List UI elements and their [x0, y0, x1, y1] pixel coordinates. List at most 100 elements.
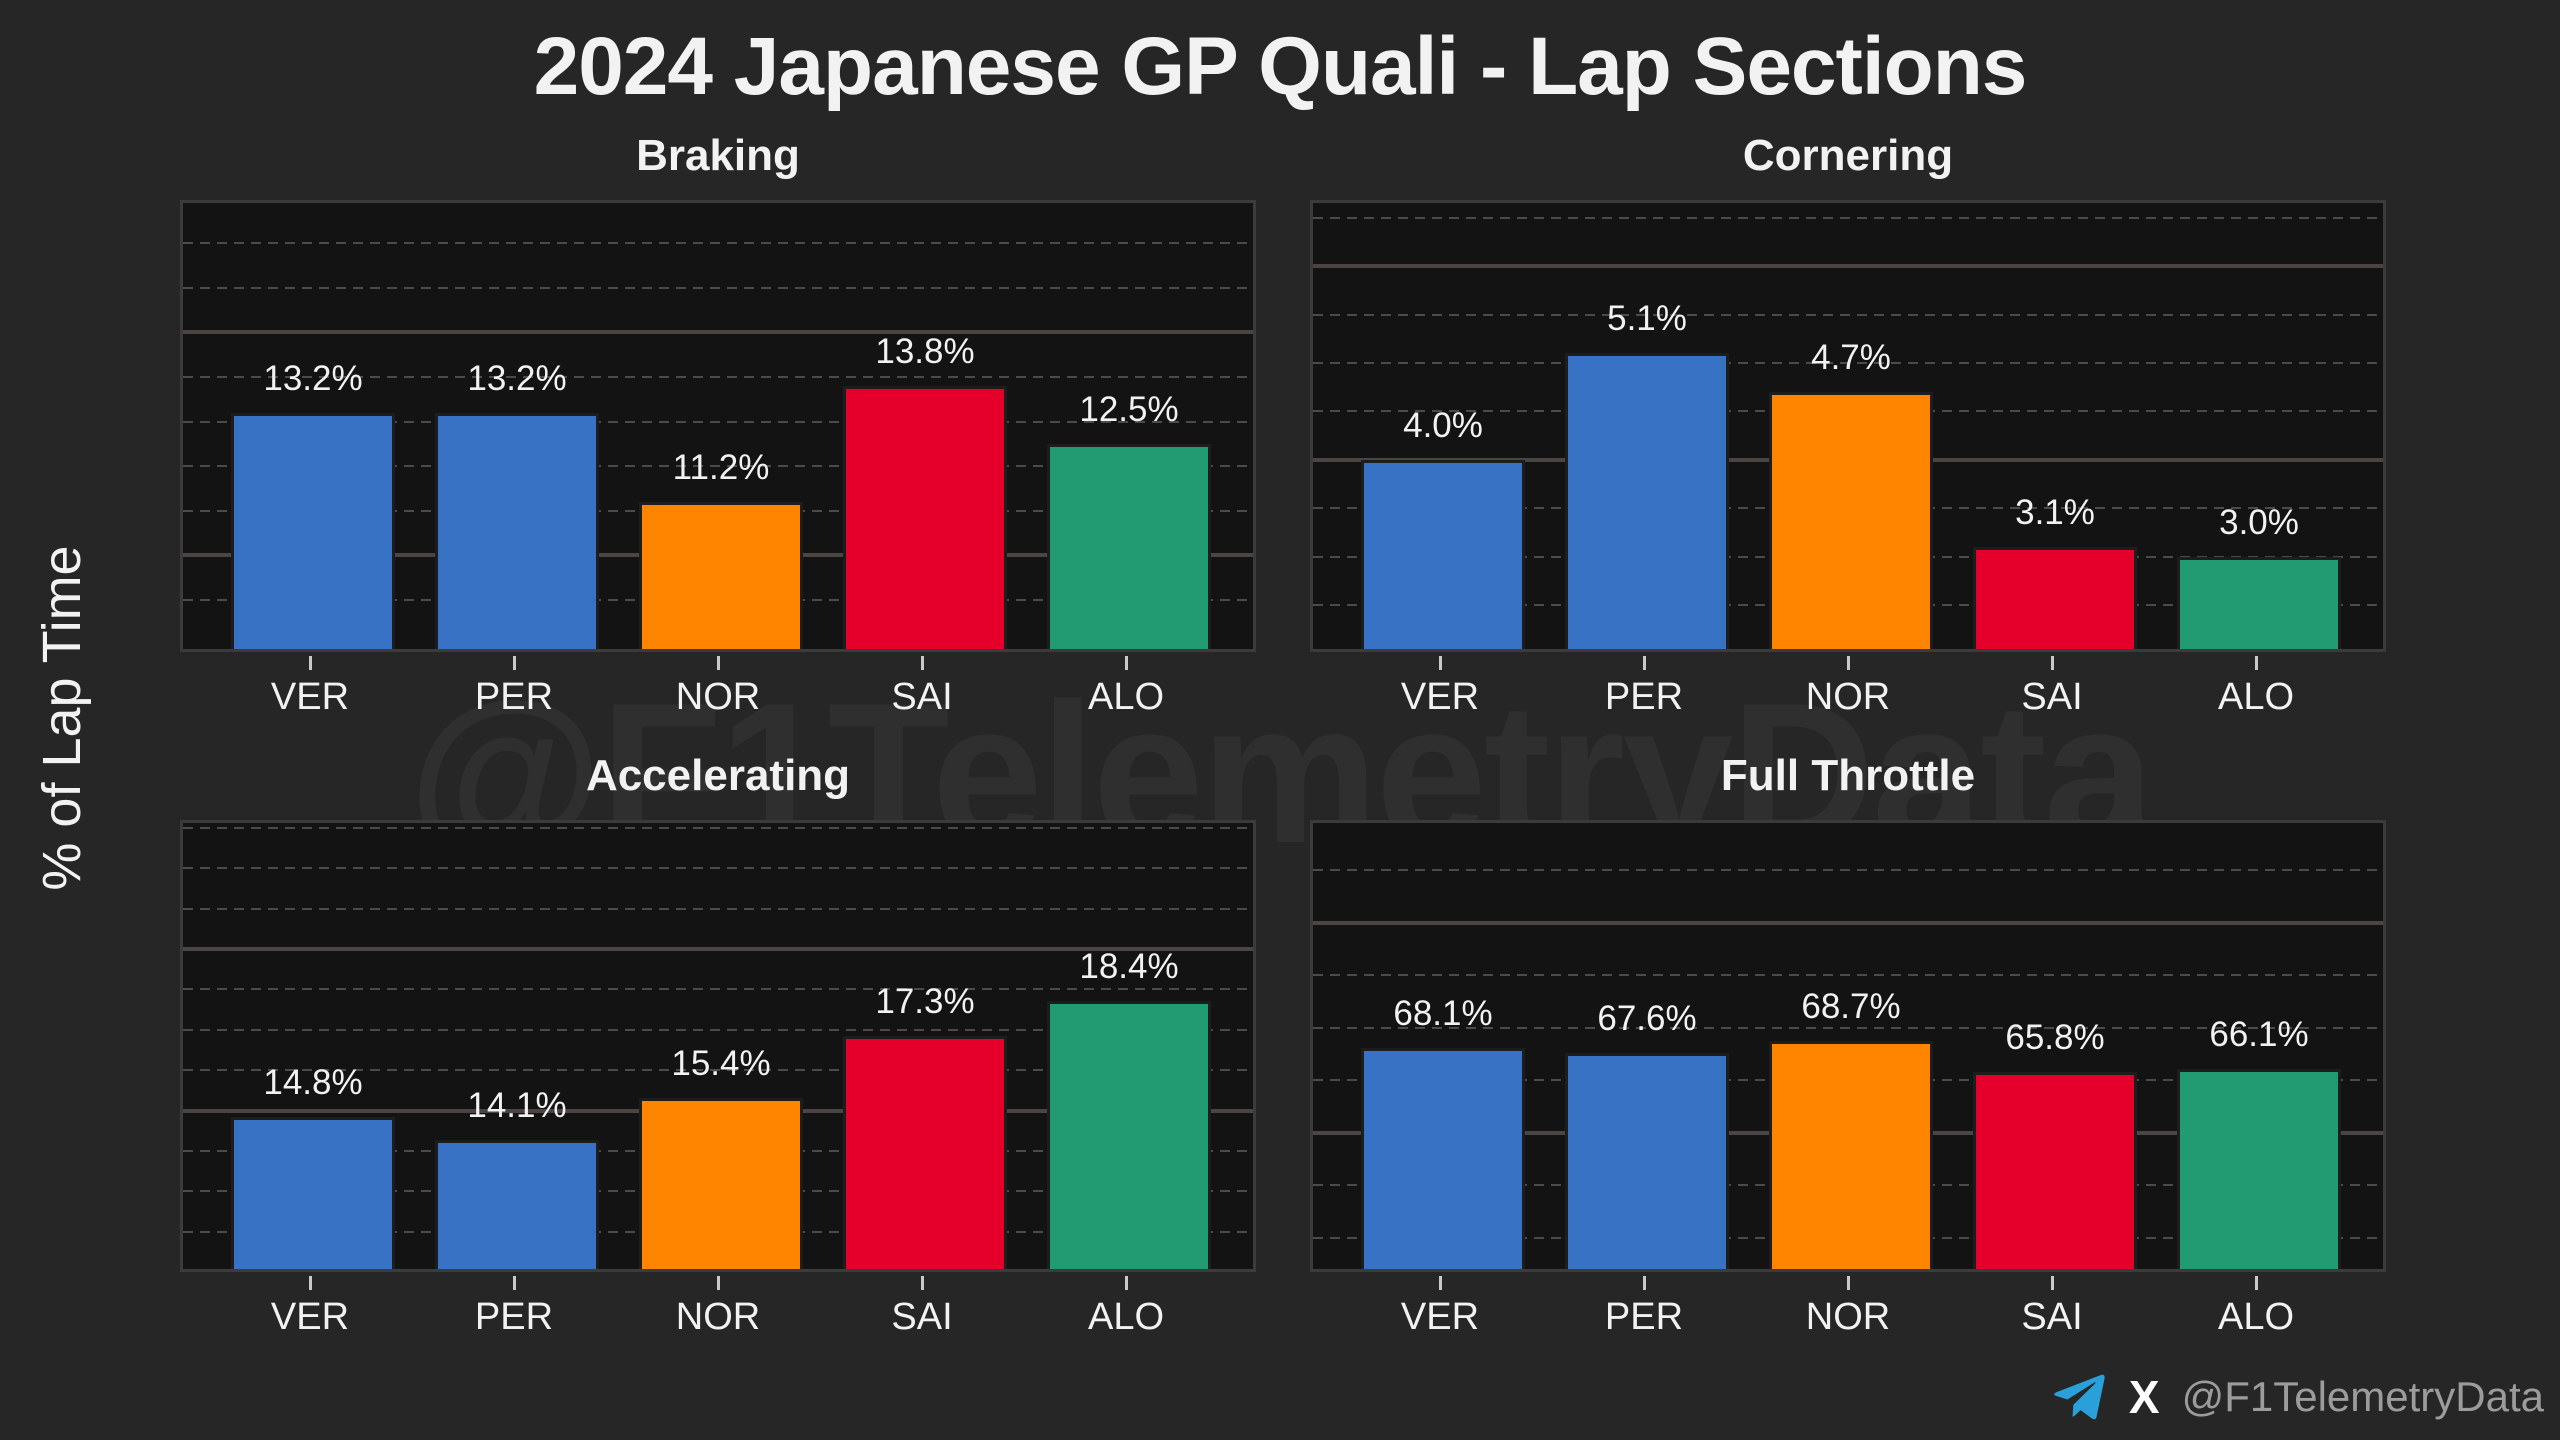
- bar-value-label: 4.7%: [1811, 338, 1891, 378]
- x-tick-label-ver: VER: [270, 676, 350, 718]
- x-tick-label-alo: ALO: [2217, 1296, 2295, 1338]
- bar-nor-braking: [639, 501, 803, 649]
- gridline-minor: [1313, 1026, 2383, 1029]
- x-tick-label-ver: VER: [270, 1296, 350, 1338]
- x-tick-label-nor: NOR: [675, 1296, 761, 1338]
- bar-value-label: 17.3%: [875, 982, 975, 1022]
- x-tick-label-sai: SAI: [2021, 1296, 2083, 1338]
- gridline-minor: [183, 420, 1253, 423]
- chart-title: Accelerating: [585, 751, 851, 800]
- gridline-minor: [1313, 313, 2383, 316]
- x-axis-tick: [716, 656, 720, 670]
- x-axis-tick: [2254, 1276, 2258, 1290]
- x-tick-label-ver: VER: [1400, 676, 1480, 718]
- x-axis-tick: [1438, 656, 1442, 670]
- bar-value-label: 3.1%: [2015, 493, 2095, 533]
- gridline-minor: [183, 826, 1253, 829]
- x-tick-label-nor: NOR: [1805, 1296, 1891, 1338]
- plot-area: 14.8% 14.1% 15.4% 17.3% 18.4%: [180, 820, 1256, 1272]
- x-tick-label-sai: SAI: [891, 676, 953, 718]
- x-tick-label-nor: NOR: [675, 676, 761, 718]
- bar-value-label: 5.1%: [1607, 299, 1687, 339]
- bar-ver-accelerating: [231, 1117, 395, 1269]
- x-axis-tick: [1124, 1276, 1128, 1290]
- x-axis-tick: [2254, 656, 2258, 670]
- x-tick-label-sai: SAI: [891, 1296, 953, 1338]
- y-axis-label: % of Lap Time: [32, 545, 92, 891]
- bar-value-label: 4.0%: [1403, 405, 1483, 445]
- chart-panel-braking: Braking 13.2% 13.2% 11.2% 13.8% 12.5% VER PER NO…: [180, 120, 1256, 762]
- gridline-minor: [1313, 361, 2383, 364]
- x-axis-tick: [308, 656, 312, 670]
- bar-nor-full-throttle: [1769, 1041, 1933, 1269]
- bar-alo-braking: [1047, 443, 1211, 649]
- bar-value-label: 13.2%: [467, 358, 567, 398]
- chart-panel-cornering: Cornering 4.0% 5.1% 4.7% 3.1% 3.0% VER PER NOR SA…: [1310, 120, 2386, 762]
- gridline-minor: [183, 867, 1253, 870]
- social-footer: X @F1TelemetryData: [2053, 1364, 2544, 1430]
- x-axis-tick: [1846, 656, 1850, 670]
- bar-value-label: 67.6%: [1597, 998, 1697, 1038]
- x-axis-tick: [920, 1276, 924, 1290]
- x-tick-label-alo: ALO: [1087, 1296, 1165, 1338]
- x-axis-tick: [308, 1276, 312, 1290]
- gridline-minor: [183, 242, 1253, 245]
- x-axis-tick: [1642, 656, 1646, 670]
- bar-nor-cornering: [1769, 392, 1933, 649]
- bar-per-braking: [435, 412, 599, 649]
- bar-value-label: 66.1%: [2209, 1014, 2309, 1054]
- x-axis-tick: [1438, 1276, 1442, 1290]
- bar-per-cornering: [1565, 353, 1729, 649]
- x-tick-label-per: PER: [1604, 1296, 1684, 1338]
- bar-sai-accelerating: [843, 1036, 1007, 1269]
- bar-value-label: 13.8%: [875, 331, 975, 371]
- bar-per-full-throttle: [1565, 1052, 1729, 1269]
- x-tick-label-alo: ALO: [2217, 676, 2295, 718]
- x-axis-tick: [1642, 1276, 1646, 1290]
- plot-area: 68.1% 67.6% 68.7% 65.8% 66.1%: [1310, 820, 2386, 1272]
- x-axis-tick: [920, 656, 924, 670]
- x-tick-label-per: PER: [1604, 676, 1684, 718]
- x-axis-tick: [2050, 1276, 2054, 1290]
- chart-panel-full-throttle: Full Throttle 68.1% 67.6% 68.7% 65.8% 66.1% VE…: [1310, 740, 2386, 1382]
- bar-value-label: 68.1%: [1393, 993, 1493, 1033]
- bar-value-label: 15.4%: [671, 1043, 771, 1083]
- gridline-minor: [183, 988, 1253, 991]
- page-title: 2024 Japanese GP Quali - Lap Sections: [533, 21, 2028, 112]
- bar-alo-cornering: [2177, 556, 2341, 649]
- x-axis-tick: [716, 1276, 720, 1290]
- gridline-minor: [183, 907, 1253, 910]
- gridline-minor: [183, 375, 1253, 378]
- chart-title: Full Throttle: [1720, 751, 1976, 800]
- x-logo-icon: X: [2128, 1371, 2160, 1423]
- chart-panel-accelerating: Accelerating 14.8% 14.1% 15.4% 17.3% 18.4% VER…: [180, 740, 1256, 1382]
- gridline-minor: [1313, 216, 2383, 219]
- chart-title: Cornering: [1742, 131, 1954, 180]
- bar-value-label: 65.8%: [2005, 1017, 2105, 1057]
- gridline-major: [183, 947, 1253, 952]
- bar-value-label: 12.5%: [1079, 389, 1179, 429]
- bar-ver-braking: [231, 412, 395, 649]
- gridline-minor: [1313, 869, 2383, 872]
- x-axis-tick: [1846, 1276, 1850, 1290]
- bar-value-label: 14.8%: [263, 1063, 363, 1103]
- bar-sai-cornering: [1973, 547, 2137, 649]
- bar-value-label: 14.1%: [467, 1085, 567, 1125]
- bar-nor-accelerating: [639, 1097, 803, 1269]
- chart-title: Braking: [636, 131, 800, 180]
- bar-value-label: 18.4%: [1079, 946, 1179, 986]
- telegram-icon: [2054, 1374, 2105, 1420]
- x-axis-tick: [2050, 656, 2054, 670]
- gridline-minor: [1313, 974, 2383, 977]
- gridline-major: [1313, 264, 2383, 269]
- plot-area: 13.2% 13.2% 11.2% 13.8% 12.5%: [180, 200, 1256, 652]
- x-tick-label-nor: NOR: [1805, 676, 1891, 718]
- x-tick-label-ver: VER: [1400, 1296, 1480, 1338]
- bar-value-label: 13.2%: [263, 358, 363, 398]
- plot-area: 4.0% 5.1% 4.7% 3.1% 3.0%: [1310, 200, 2386, 652]
- x-tick-label-per: PER: [474, 1296, 554, 1338]
- x-tick-label-per: PER: [474, 676, 554, 718]
- bar-sai-braking: [843, 385, 1007, 649]
- gridline-minor: [183, 1069, 1253, 1072]
